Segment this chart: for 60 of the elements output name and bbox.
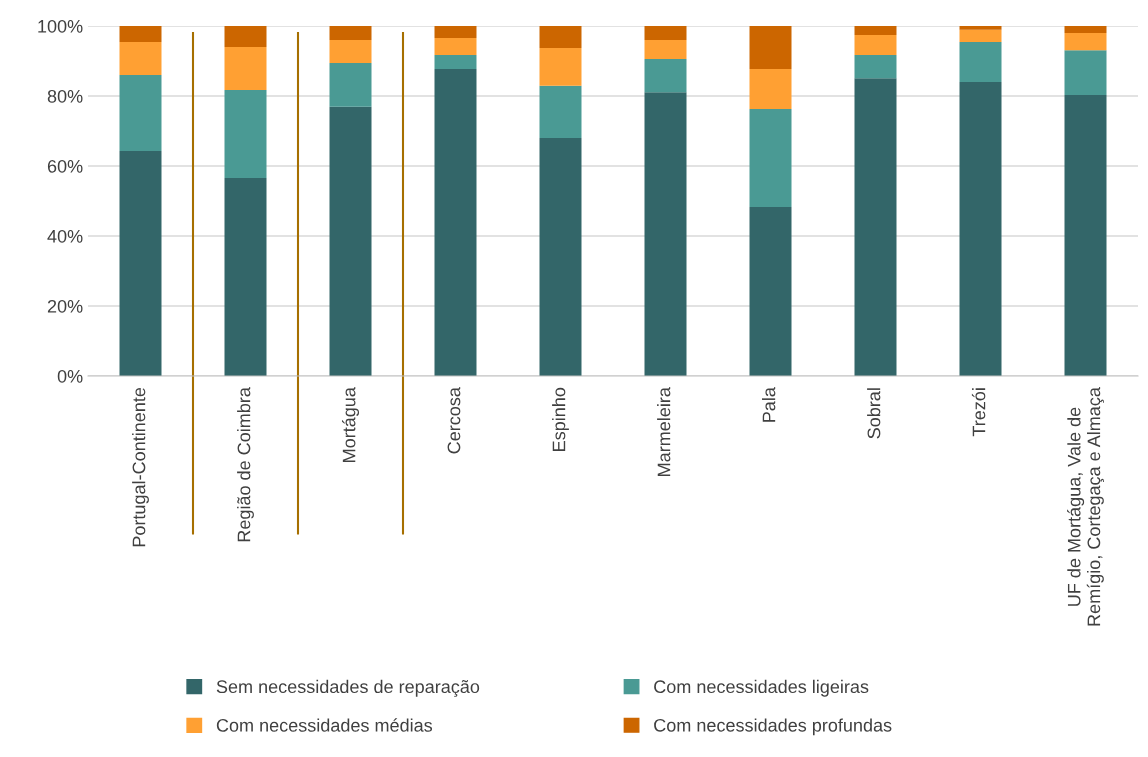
bar	[644, 92, 687, 376]
bar	[329, 106, 372, 376]
y-tick-label: 20%	[47, 299, 83, 313]
legend-label: Com necessidades médias	[216, 718, 433, 732]
bar	[329, 63, 372, 107]
bar	[329, 40, 372, 64]
bar	[749, 26, 792, 70]
bar	[224, 177, 267, 376]
legend-label: Com necessidades ligeiras	[654, 679, 869, 697]
y-tick-label: 40%	[47, 229, 83, 243]
bar	[959, 26, 1002, 30]
x-tick-label: Trezói	[971, 388, 986, 437]
bar	[959, 42, 1002, 82]
bar	[224, 47, 267, 91]
bar	[959, 29, 1002, 43]
bar	[434, 69, 477, 376]
bar	[644, 40, 687, 59]
bar	[119, 150, 162, 376]
bar	[749, 206, 792, 376]
y-tick-label: 60%	[47, 159, 83, 173]
x-tick-label: Cercosa	[447, 387, 461, 454]
bar	[1064, 50, 1107, 95]
x-tick-label: Pala	[762, 387, 776, 422]
y-tick-label: 100%	[38, 19, 83, 33]
x-tick-label: Marmeleira	[657, 387, 671, 476]
bar	[119, 26, 162, 43]
bar	[959, 82, 1002, 376]
bar	[644, 58, 687, 93]
y-tick-label: 80%	[47, 89, 83, 103]
bar	[749, 69, 792, 109]
bar	[854, 35, 897, 56]
bar	[644, 26, 687, 40]
bar	[224, 90, 267, 178]
bar	[1064, 26, 1107, 33]
bar	[434, 26, 477, 38]
bar	[539, 48, 582, 86]
y-tick-label: 0%	[57, 369, 83, 383]
bar	[854, 26, 897, 36]
bar	[539, 26, 582, 49]
bar	[1064, 94, 1107, 376]
legend-label: Sem necessidades de reparação	[216, 679, 480, 697]
bar	[329, 26, 372, 40]
bar	[539, 85, 582, 138]
x-tick-label: Sobral	[867, 388, 881, 439]
bar	[119, 75, 162, 151]
x-tick-label: Espinho	[552, 387, 569, 451]
bar	[119, 42, 162, 75]
bar	[434, 55, 477, 70]
bar	[854, 78, 897, 376]
bar	[224, 26, 267, 47]
bar	[539, 138, 582, 376]
x-tick-label: Mortágua	[341, 387, 360, 462]
bar	[434, 37, 477, 56]
x-tick-label: UF de Mortágua, Vale de Remígio, Cortegaça e Almaça	[1067, 387, 1104, 626]
x-tick-label: Portugal-Continente	[132, 387, 149, 547]
x-tick-label: Região de Coimbra	[237, 387, 254, 542]
legend-label: Com necessidades profundas	[654, 718, 892, 736]
bar	[1064, 33, 1107, 51]
bar	[854, 55, 897, 79]
bar	[749, 108, 792, 207]
